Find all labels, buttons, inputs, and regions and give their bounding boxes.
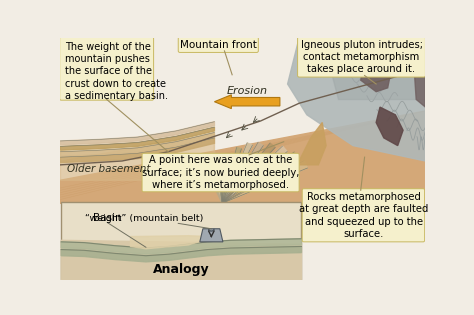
FancyBboxPatch shape — [302, 189, 425, 242]
Polygon shape — [222, 154, 232, 203]
FancyBboxPatch shape — [298, 37, 425, 77]
Polygon shape — [61, 111, 425, 203]
Polygon shape — [222, 161, 308, 203]
Text: Older basement: Older basement — [66, 164, 150, 175]
Text: Mountain front: Mountain front — [180, 40, 257, 50]
Bar — [61, 202, 301, 280]
Polygon shape — [322, 38, 425, 100]
Polygon shape — [222, 147, 241, 203]
Polygon shape — [222, 143, 275, 203]
Polygon shape — [221, 161, 225, 203]
FancyBboxPatch shape — [178, 37, 258, 52]
Text: “weight” (mountain belt): “weight” (mountain belt) — [85, 215, 203, 223]
Polygon shape — [210, 178, 222, 203]
FancyArrow shape — [214, 95, 280, 109]
FancyBboxPatch shape — [142, 153, 299, 192]
Polygon shape — [288, 38, 425, 161]
Polygon shape — [200, 229, 223, 242]
Polygon shape — [222, 142, 263, 203]
Polygon shape — [213, 173, 222, 203]
Bar — [61, 38, 425, 203]
Text: Rocks metamorphosed
at great depth are faulted
and squeezed up to the
surface.: Rocks metamorphosed at great depth are f… — [299, 192, 428, 239]
FancyBboxPatch shape — [60, 37, 154, 100]
Polygon shape — [61, 133, 214, 156]
Polygon shape — [130, 236, 208, 249]
Polygon shape — [222, 146, 287, 203]
Polygon shape — [61, 138, 214, 163]
Text: The weight of the
mountain pushes
the surface of the
crust down to create
a sedi: The weight of the mountain pushes the su… — [65, 42, 168, 101]
Polygon shape — [222, 143, 252, 203]
Text: Erosion: Erosion — [226, 86, 267, 95]
Polygon shape — [61, 127, 214, 150]
Polygon shape — [295, 123, 326, 165]
Text: A point here was once at the
surface; it’s now buried deeply,
where it’s metamor: A point here was once at the surface; it… — [142, 155, 299, 190]
Text: Basin: Basin — [93, 213, 122, 223]
Polygon shape — [61, 239, 301, 254]
Text: Analogy: Analogy — [153, 263, 210, 276]
Polygon shape — [61, 122, 214, 145]
Text: Igneous pluton intrudes;
contact metamorphism
takes place around it.: Igneous pluton intrudes; contact metamor… — [301, 40, 422, 74]
Polygon shape — [61, 240, 301, 280]
Polygon shape — [217, 169, 222, 203]
Polygon shape — [61, 246, 301, 262]
Polygon shape — [222, 152, 299, 203]
Polygon shape — [361, 53, 392, 92]
Polygon shape — [61, 134, 214, 180]
Polygon shape — [376, 107, 403, 146]
Polygon shape — [415, 69, 425, 107]
